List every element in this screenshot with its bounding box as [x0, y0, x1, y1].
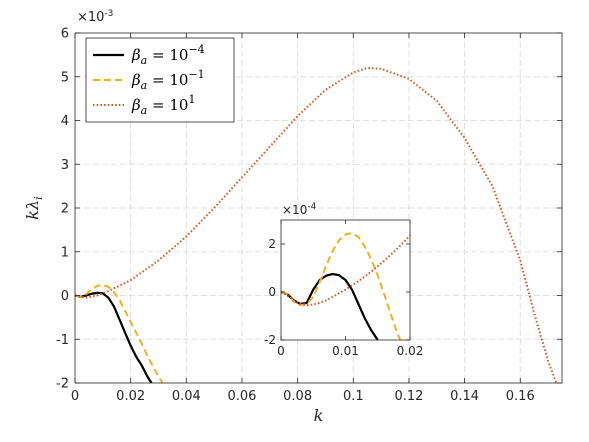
y-tick-label: -1 — [56, 333, 69, 348]
y-tick-label: 6 — [61, 27, 69, 42]
x-tick-label: 0.08 — [283, 389, 312, 404]
x-tick-label: 0.16 — [506, 389, 535, 404]
y-tick-label: 0 — [61, 289, 69, 304]
y-tick-label: -2 — [56, 377, 69, 392]
x-tick-label: 0.12 — [394, 389, 423, 404]
legend-entry-0: βa = 10−4 — [131, 43, 205, 67]
inset-x-tick-label: 0 — [277, 344, 285, 358]
x-tick-label: 0.1 — [343, 389, 364, 404]
inset-y-tick-label: 0 — [268, 285, 276, 299]
y-tick-label: 4 — [61, 114, 69, 129]
y-tick-label: 2 — [61, 202, 69, 217]
legend: βa = 10−4βa = 10−1βa = 101 — [85, 37, 235, 123]
y-axis-label: kλi — [23, 196, 45, 219]
x-axis-label: k — [314, 406, 324, 425]
x-tick-label: 0 — [71, 389, 79, 404]
x-tick-label: 0.04 — [172, 389, 201, 404]
y-tick-label: 3 — [61, 158, 69, 173]
inset-x-tick-label: 0.02 — [397, 344, 424, 358]
inset-series-line-1 — [281, 232, 402, 340]
inset-series-line-2 — [281, 234, 410, 307]
series-line-0 — [75, 291, 153, 383]
series-group — [75, 67, 558, 383]
y-exponent-label: ×10-3 — [77, 9, 113, 25]
inset-y-tick-label: 2 — [268, 237, 276, 251]
legend-entry-2: βa = 101 — [131, 93, 195, 117]
x-tick-label: 0.02 — [116, 389, 145, 404]
inset-x-tick-label: 0.01 — [332, 344, 359, 358]
legend-entry-1: βa = 10−1 — [131, 68, 205, 92]
inset-axes: 0 0.01 0.02-202×10-4 — [264, 202, 423, 358]
x-tick-label: 0.14 — [450, 389, 479, 404]
y-tick-label: 1 — [61, 245, 69, 260]
x-tick-label: 0.06 — [227, 389, 256, 404]
inset-y-tick-label: -2 — [264, 333, 276, 347]
series-line-1 — [75, 284, 164, 383]
inset-series-group — [281, 232, 410, 340]
y-tick-label: 5 — [61, 70, 69, 85]
ticks: 0 0.02 0.04 0.06 0.08 0.1 0.12 0.14 0.16 -2 -1 0 1 2 3… — [56, 27, 562, 404]
